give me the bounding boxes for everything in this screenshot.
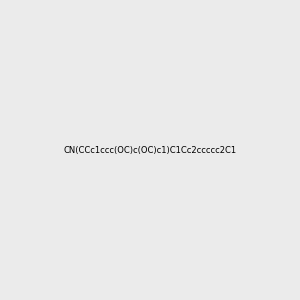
Text: CN(CCc1ccc(OC)c(OC)c1)C1Cc2ccccc2C1: CN(CCc1ccc(OC)c(OC)c1)C1Cc2ccccc2C1 (63, 146, 237, 154)
